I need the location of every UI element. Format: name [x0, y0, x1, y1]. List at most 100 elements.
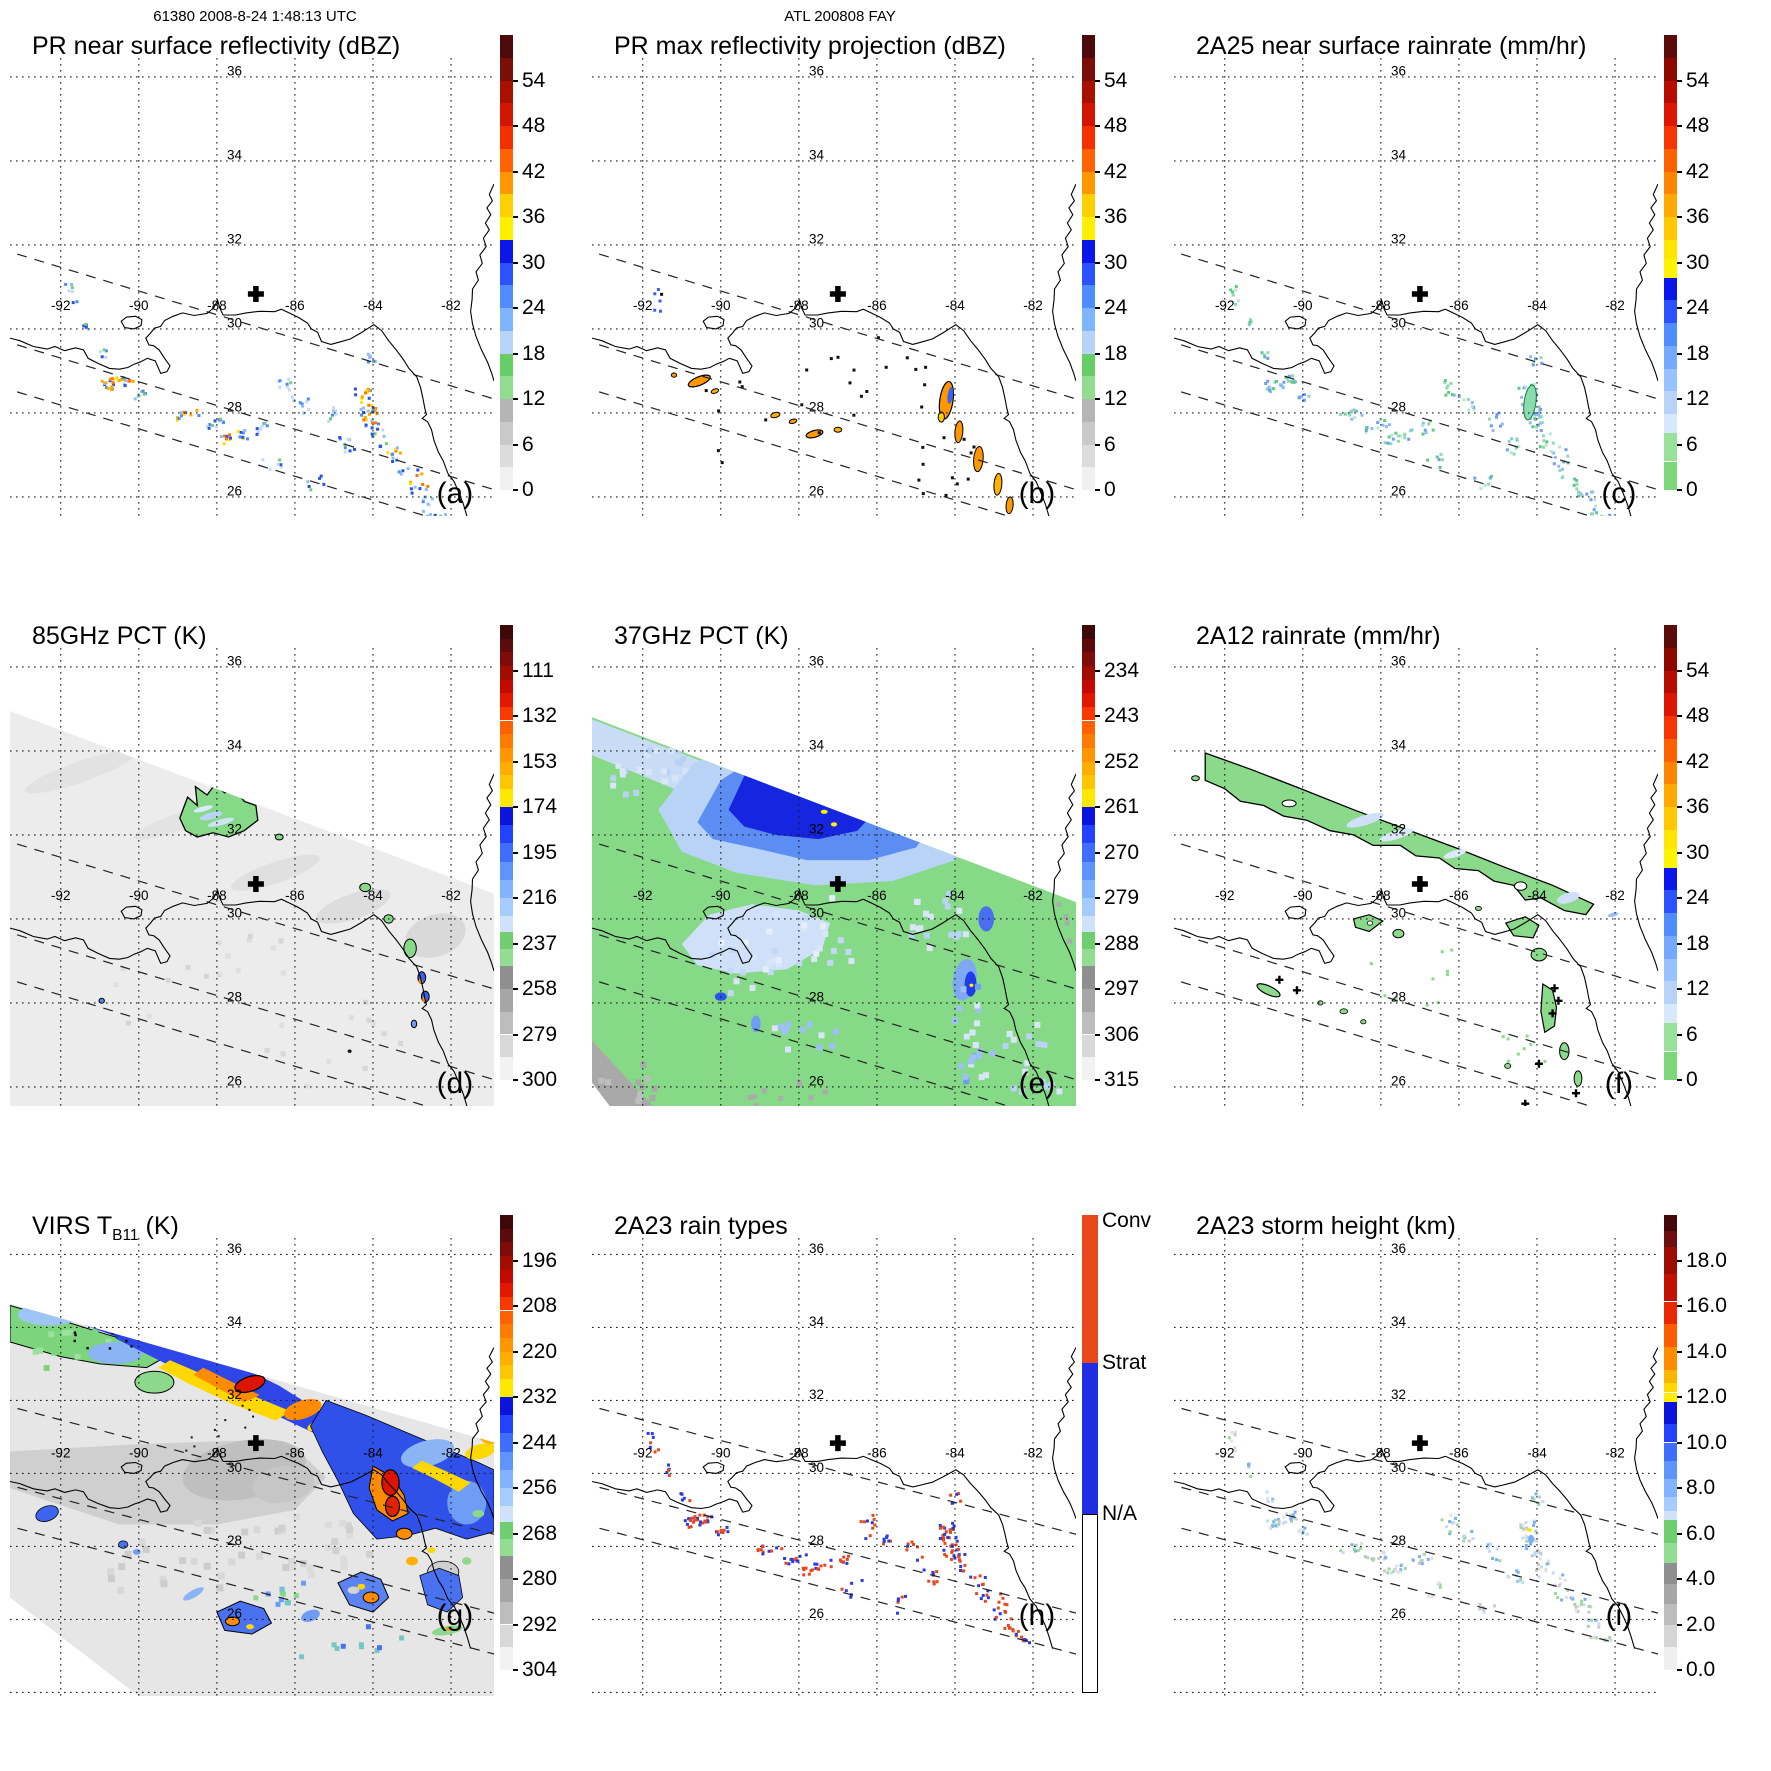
orbit-datetime-header: 61380 2008-8-24 1:48:13 UTC	[153, 8, 357, 25]
colorbar-tick	[1095, 79, 1100, 82]
colorbar-segment	[1664, 171, 1677, 195]
colorbar-segment	[1664, 258, 1677, 278]
colorbar-segment	[1664, 1583, 1677, 1604]
storm-id-header: ATL 200808 FAY	[784, 8, 896, 25]
colorbar-segment	[1082, 843, 1095, 862]
colorbar-segment	[500, 720, 513, 735]
colorbar-segment	[1082, 625, 1095, 639]
colorbar-segment	[500, 262, 513, 286]
panel-i: 2A23 storm height (km) 36 34 32 30 28 26 -92 -90…	[1174, 1212, 1771, 1736]
colorbar-tick-label: 0	[522, 478, 534, 501]
lat-label: 26	[809, 1073, 824, 1088]
colorbar-d: 111 132 153 174 195 216 237 258 279 300	[500, 625, 557, 1091]
colorbar-label-strat: Strat	[1102, 1351, 1147, 1375]
colorbar-segment	[1664, 981, 1677, 1005]
colorbar-segment	[500, 843, 513, 862]
colorbar-tick	[1095, 489, 1100, 491]
lat-label: 26	[227, 483, 242, 498]
colorbar-segment	[500, 1242, 513, 1256]
colorbar-segment	[1082, 932, 1095, 950]
panel-d: 85GHz PCT (K) 36 34 32 30 28 26 -92 -90 -88 -86 -84…	[10, 622, 614, 1146]
lon-label: -82	[441, 888, 461, 903]
lon-label: -86	[867, 1445, 887, 1460]
title-text: VIRS T	[32, 1212, 113, 1240]
colorbar-segment	[500, 898, 513, 917]
colorbar-segment	[1664, 1563, 1677, 1584]
title-text: 37GHz PCT (K)	[614, 622, 789, 650]
colorbar-segment	[1664, 391, 1677, 415]
colorbar-segment	[500, 239, 513, 263]
colorbar-tick-label: 12.0	[1686, 1385, 1727, 1408]
colorbar-segment	[1664, 1301, 1677, 1325]
lat-label: 36	[227, 653, 242, 668]
colorbar-tick	[513, 1487, 518, 1489]
colorbar-segment	[500, 949, 513, 967]
colorbar-tick-label: 237	[522, 931, 558, 955]
colorbar-tick	[1677, 1259, 1682, 1262]
colorbar-segment	[1082, 720, 1095, 735]
colorbar-segment	[1664, 670, 1677, 694]
colorbar-tick	[513, 715, 518, 717]
lon-label: -84	[945, 1445, 965, 1460]
colorbar-segment	[1082, 217, 1095, 240]
panel-letter: (b)	[1019, 477, 1056, 510]
colorbar-tick-label: 12	[1104, 387, 1128, 410]
lon-label: -92	[633, 298, 653, 313]
lat-label: 30	[809, 1460, 824, 1475]
colorbar-segment	[500, 1296, 513, 1311]
colorbar-segment	[500, 1351, 513, 1366]
colorbar-segment	[500, 1579, 513, 1602]
swath-edge-lines	[10, 1405, 494, 1655]
coastline	[1174, 773, 1658, 1106]
colorbar-segment	[1664, 1478, 1677, 1498]
panel-c: 2A25 near surface rainrate (mm/hr) 36 34 32…	[1174, 32, 1771, 556]
colorbar-segment	[1664, 239, 1677, 259]
colorbar-tick-label: 111	[522, 658, 554, 682]
colorbar-tick	[513, 1033, 518, 1036]
lat-label: 34	[227, 147, 243, 162]
lat-label: 28	[227, 399, 242, 414]
colorbar-tick-label: 315	[1104, 1068, 1140, 1091]
colorbar-tick	[513, 489, 518, 491]
title-text: 2A23 storm height (km)	[1196, 1212, 1456, 1240]
colorbar-segment	[500, 989, 513, 1012]
colorbar-tick	[1095, 806, 1100, 808]
storm-center-marker	[1411, 876, 1428, 893]
colorbar-segment	[1082, 35, 1095, 58]
colorbar-segment	[1082, 861, 1095, 880]
colorbar-tick-label: 174	[522, 795, 558, 818]
colorbar-segment	[1082, 898, 1095, 917]
lon-label: -90	[1293, 888, 1313, 903]
colorbar-tick-label: 18.0	[1686, 1248, 1727, 1272]
colorbar-tick	[513, 1532, 518, 1535]
colorbar-tick	[1095, 125, 1100, 127]
colorbar-segment	[500, 1539, 513, 1557]
colorbar-segment	[1082, 693, 1095, 707]
colorbar-segment	[1664, 1347, 1677, 1370]
colorbar-segment	[1082, 1057, 1095, 1081]
title-text: PR near surface reflectivity (dBZ)	[32, 32, 401, 60]
colorbar-tick-label: 42	[1104, 159, 1128, 183]
colorbar-segment	[1664, 1604, 1677, 1625]
colorbar-tick-label: 36	[1104, 205, 1128, 228]
lat-label: 28	[1391, 1533, 1406, 1548]
colorbar-segment	[1664, 1023, 1677, 1052]
colorbar-tick	[513, 443, 518, 446]
panel-letter: (f)	[1605, 1067, 1633, 1100]
colorbar-segment	[500, 1215, 513, 1229]
colorbar-tick	[1677, 1033, 1682, 1036]
panel-title-h: 2A23 rain types	[614, 1212, 788, 1241]
colorbar-segment	[1664, 300, 1677, 324]
lat-label: 32	[809, 821, 824, 836]
colorbar-tick-label: 195	[522, 840, 558, 864]
colorbar-segment	[500, 665, 513, 680]
colorbar-tick	[513, 897, 518, 899]
panel-b: PR max reflectivity projection (dBZ) 36 34…	[592, 32, 1196, 556]
colorbar-segment	[500, 1433, 513, 1452]
colorbar-segment	[1664, 345, 1677, 369]
lon-label: -84	[1527, 1445, 1547, 1460]
colorbar-segment	[500, 1057, 513, 1081]
